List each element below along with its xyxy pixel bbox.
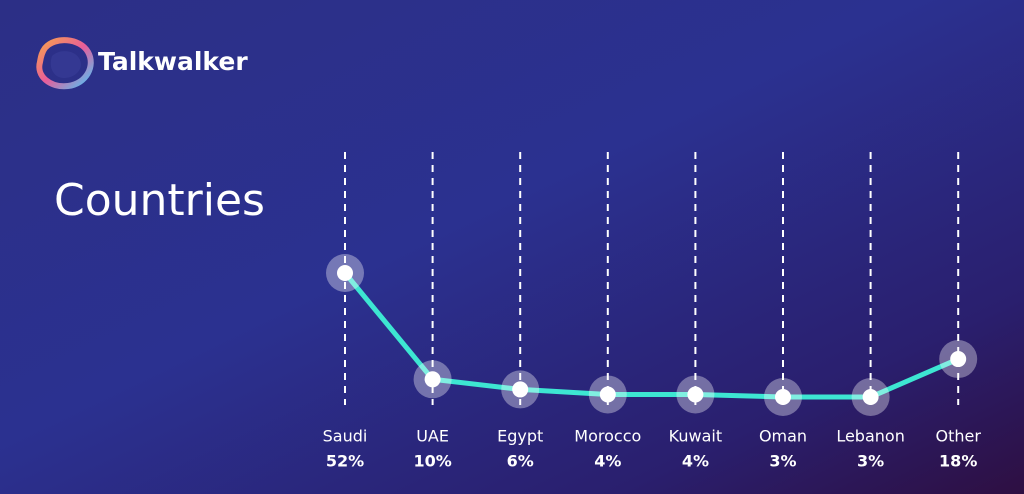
brand: Talkwalker bbox=[98, 47, 248, 76]
x-tick-label: Morocco bbox=[574, 427, 641, 446]
x-tick-label: Saudi bbox=[323, 427, 368, 446]
x-tick-label: Oman bbox=[759, 427, 807, 446]
x-tick-label: Other bbox=[935, 427, 981, 446]
point bbox=[424, 371, 441, 388]
logo-inner bbox=[50, 51, 81, 78]
point bbox=[862, 389, 879, 405]
point bbox=[687, 386, 704, 403]
value-label: 18% bbox=[939, 452, 977, 471]
x-tick-label: Kuwait bbox=[669, 427, 722, 446]
value-label: 4% bbox=[682, 452, 709, 471]
logo-icon bbox=[36, 37, 94, 90]
value-label: 10% bbox=[413, 452, 451, 471]
value-label: 3% bbox=[857, 452, 884, 471]
x-tick-label: Egypt bbox=[497, 427, 543, 446]
value-label: 52% bbox=[326, 452, 364, 471]
point bbox=[599, 386, 616, 403]
point bbox=[512, 381, 529, 398]
value-label: 6% bbox=[507, 452, 534, 471]
point bbox=[337, 265, 353, 281]
point bbox=[775, 389, 791, 405]
chart-title: Countries bbox=[54, 175, 265, 226]
point bbox=[950, 351, 967, 368]
line bbox=[343, 271, 960, 400]
x-tick-label: Lebanon bbox=[836, 427, 905, 446]
value-label: 3% bbox=[769, 452, 796, 471]
x-tick-label: UAE bbox=[416, 427, 449, 446]
value-label: 4% bbox=[594, 452, 621, 471]
